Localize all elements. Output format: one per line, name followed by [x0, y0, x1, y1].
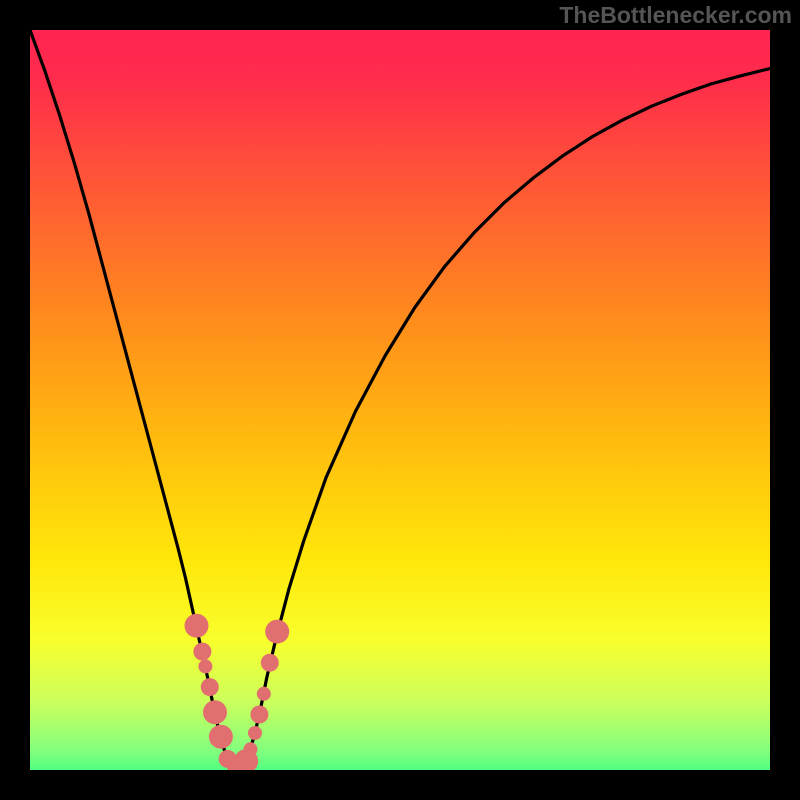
watermark-text: TheBottlenecker.com — [559, 2, 792, 29]
chart-container: TheBottlenecker.com — [0, 0, 800, 800]
chart-background-gradient — [0, 0, 800, 800]
